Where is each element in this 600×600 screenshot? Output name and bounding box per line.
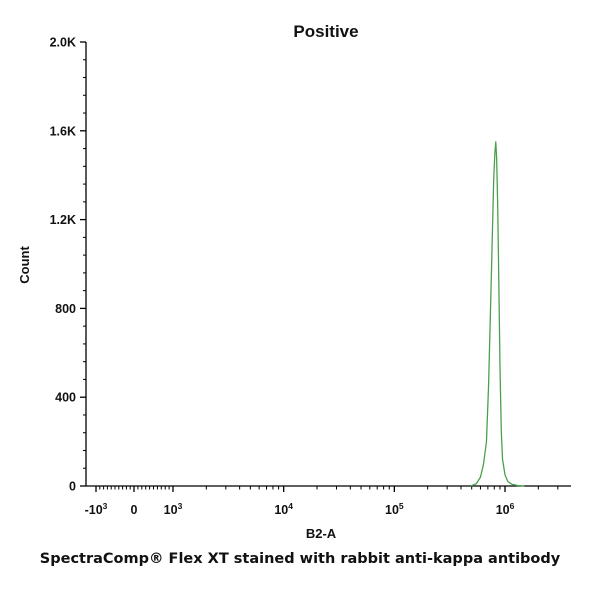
y-tick-label: 800	[55, 302, 76, 316]
y-tick-label: 1.2K	[50, 213, 76, 227]
x-tick-label: 105	[385, 501, 404, 517]
y-tick-label: 1.6K	[50, 124, 76, 138]
x-tick-label: 104	[274, 501, 293, 517]
y-axis-label: Count	[17, 246, 32, 284]
x-tick-label: 106	[496, 501, 515, 517]
series-layer	[470, 141, 525, 487]
plot-frame	[85, 42, 571, 487]
x-tick-label: 103	[164, 501, 183, 517]
x-axis-label: B2-A	[306, 526, 337, 541]
y-tick-label: 2.0K	[50, 36, 76, 50]
y-tick-label: 400	[55, 391, 76, 405]
figure-caption: SpectraComp® Flex XT stained with rabbit…	[39, 551, 561, 567]
histogram-series-line	[470, 141, 525, 487]
x-tick-label: -103	[85, 501, 108, 517]
x-axis-ticks: -103 0 103 104 105 106	[85, 486, 559, 517]
y-axis-ticks: 0 400 800 1.2K 1.6K 2.0K	[50, 36, 86, 494]
chart-title: Positive	[293, 22, 358, 41]
x-tick-label: 0	[131, 503, 138, 517]
y-tick-label: 0	[69, 480, 76, 494]
